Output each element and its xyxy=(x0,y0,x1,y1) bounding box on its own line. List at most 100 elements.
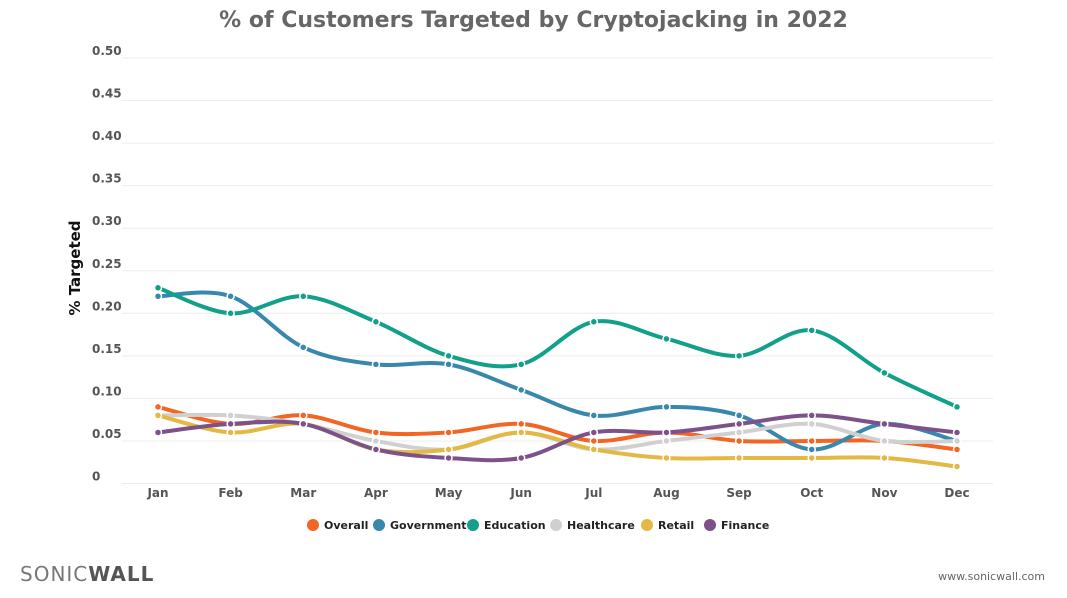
data-point-overall xyxy=(589,436,599,446)
data-point-government xyxy=(444,360,453,369)
y-tick-label: 0.50 xyxy=(92,44,122,58)
data-point-finance xyxy=(371,445,381,454)
data-point-healthcare xyxy=(226,411,235,420)
data-point-finance xyxy=(516,453,526,463)
data-point-finance xyxy=(662,428,671,437)
data-point-finance xyxy=(444,453,453,463)
logo-swoosh-icon xyxy=(113,573,136,583)
data-point-retail xyxy=(662,453,671,463)
series-line-overall xyxy=(156,404,959,452)
x-tick-label: Sep xyxy=(726,486,752,500)
data-point-retail xyxy=(153,411,163,420)
data-point-healthcare xyxy=(734,428,744,437)
data-point-retail xyxy=(516,428,526,437)
y-tick-label: 0.15 xyxy=(92,342,122,356)
series-line-education xyxy=(156,285,959,409)
data-point-government xyxy=(516,385,526,395)
data-point-education xyxy=(880,368,889,378)
data-point-government xyxy=(589,411,599,420)
y-tick-label: 0 xyxy=(92,470,100,484)
data-point-education xyxy=(662,334,671,344)
data-point-finance xyxy=(226,419,235,429)
data-point-finance xyxy=(952,428,962,437)
data-point-healthcare xyxy=(371,436,381,446)
y-tick-label: 0.35 xyxy=(92,172,122,186)
series-line-government xyxy=(156,290,959,452)
data-point-government xyxy=(734,411,744,420)
data-point-overall xyxy=(516,419,526,429)
data-point-healthcare xyxy=(880,436,889,446)
x-tick-label: Nov xyxy=(871,486,897,500)
data-point-retail xyxy=(734,453,744,463)
series-line-finance xyxy=(156,413,959,463)
x-tick-label: Dec xyxy=(944,486,969,500)
data-point-finance xyxy=(299,419,308,429)
data-point-healthcare xyxy=(807,419,816,429)
data-point-education xyxy=(299,292,308,301)
data-point-government xyxy=(153,292,163,301)
y-tick-label: 0.05 xyxy=(92,427,122,441)
data-point-retail xyxy=(589,445,599,454)
y-tick-label: 0.25 xyxy=(92,257,122,271)
y-tick-label: 0.30 xyxy=(92,214,122,228)
legend-marker-government xyxy=(373,519,385,531)
legend-label-finance: Finance xyxy=(721,519,769,532)
data-point-education xyxy=(371,317,381,327)
data-point-government xyxy=(807,445,816,454)
data-point-retail xyxy=(807,453,816,463)
chart-title: % of Customers Targeted by Cryptojacking… xyxy=(219,8,848,33)
x-tick-label: Mar xyxy=(290,486,316,500)
data-point-overall xyxy=(734,436,744,446)
x-tick-label: Apr xyxy=(364,486,388,500)
data-point-healthcare xyxy=(662,436,671,446)
data-point-overall xyxy=(371,428,381,437)
data-point-overall xyxy=(299,411,308,420)
legend-marker-overall xyxy=(307,519,319,531)
legend-label-retail: Retail xyxy=(658,519,694,532)
legend-marker-retail xyxy=(641,519,653,531)
data-point-finance xyxy=(153,428,163,437)
legend-label-education: Education xyxy=(484,519,546,532)
data-point-overall xyxy=(153,402,163,412)
data-point-finance xyxy=(734,419,744,429)
data-point-overall xyxy=(807,436,816,446)
legend-marker-finance xyxy=(704,519,716,531)
y-tick-label: 0.20 xyxy=(92,299,122,313)
data-point-overall xyxy=(444,428,453,437)
sonicwall-logo: SONICWALL xyxy=(20,562,164,586)
legend-label-overall: Overall xyxy=(324,519,368,532)
y-axis-label: % Targeted xyxy=(66,220,84,315)
y-tick-label: 0.40 xyxy=(92,129,122,143)
legend-marker-healthcare xyxy=(550,519,562,531)
data-point-government xyxy=(299,343,308,352)
data-point-finance xyxy=(880,419,889,429)
data-point-education xyxy=(734,351,744,361)
x-tick-label: Jun xyxy=(509,486,532,500)
data-point-retail xyxy=(444,445,453,454)
data-point-education xyxy=(153,283,163,293)
x-tick-label: May xyxy=(435,486,463,500)
data-point-finance xyxy=(807,411,816,420)
legend-label-government: Government xyxy=(390,519,466,532)
data-point-education xyxy=(444,351,453,361)
legend-marker-education xyxy=(467,519,479,531)
data-point-retail xyxy=(226,428,235,437)
data-point-education xyxy=(226,309,235,318)
data-point-education xyxy=(516,360,526,369)
data-point-government xyxy=(371,360,381,369)
data-point-retail xyxy=(952,462,962,471)
logo-text-light: SONIC xyxy=(20,562,89,586)
data-point-education xyxy=(807,326,816,335)
data-point-government xyxy=(662,402,671,412)
data-point-retail xyxy=(880,453,889,463)
x-tick-label: Jul xyxy=(584,486,602,500)
x-tick-label: Jan xyxy=(146,486,168,500)
data-point-education xyxy=(952,402,962,412)
data-point-overall xyxy=(952,445,962,454)
y-tick-label: 0.45 xyxy=(92,87,122,101)
data-point-healthcare xyxy=(952,436,962,446)
x-tick-label: Aug xyxy=(653,486,679,500)
data-point-education xyxy=(589,317,599,327)
